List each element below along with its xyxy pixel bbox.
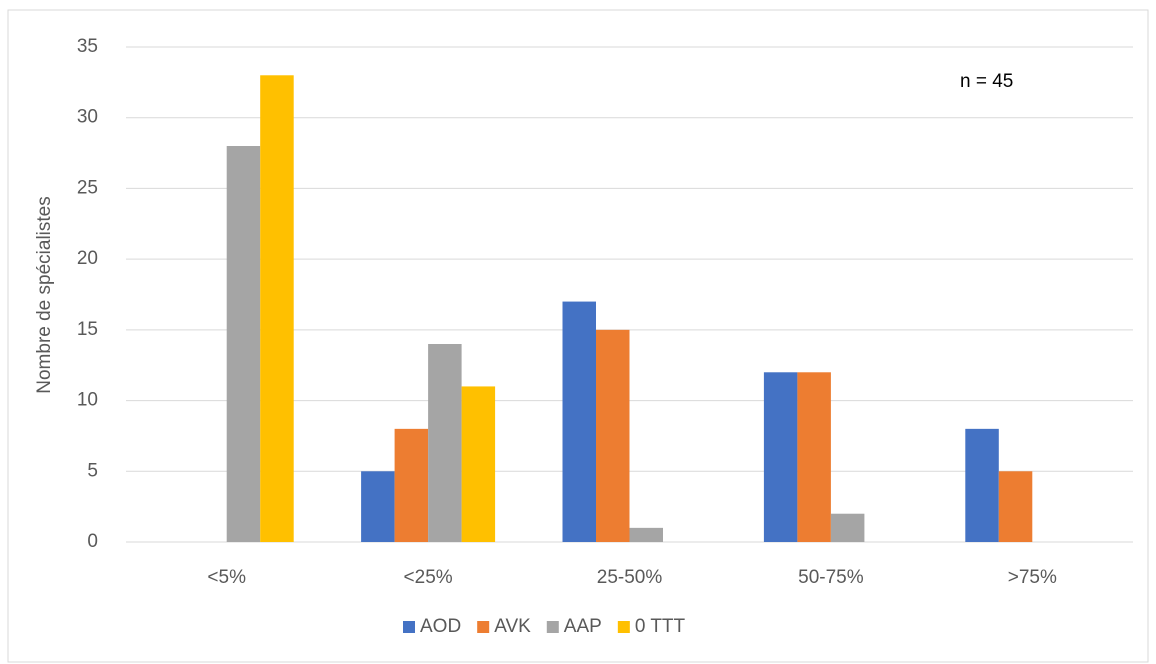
annotation: n = 45 [960,71,1013,92]
y-tick-label: 15 [77,319,98,340]
bar [260,75,294,543]
bar [763,372,798,542]
bar [428,344,462,542]
y-tick-label: 30 [77,107,98,128]
y-tick-label: 25 [77,177,98,198]
bar [629,527,663,542]
x-tick-label: <5% [207,567,246,588]
y-tick-label: 20 [77,248,98,269]
x-tick-label: 50-75% [798,567,864,588]
legend-swatch [403,621,415,633]
legend-label: AOD [420,616,461,637]
bar [562,301,596,542]
legend-label: 0 TTT [635,616,686,637]
bar [361,471,395,542]
y-axis-label: Nombre de spécialistes [34,196,55,393]
legend-swatch [617,621,630,633]
bar [596,329,630,542]
bar [461,386,496,542]
bar [394,428,429,542]
bar [797,372,831,542]
legend-swatch [546,621,559,633]
y-tick-label: 0 [87,531,98,552]
bar [965,428,999,542]
bar [998,471,1033,542]
bar [830,513,865,542]
y-tick-label: 10 [77,390,98,411]
x-tick-label: <25% [404,567,453,588]
bar [226,146,261,542]
y-tick-label: 5 [87,460,98,481]
x-tick-label: >75% [1008,567,1057,588]
legend-label: AVK [494,616,531,637]
y-tick-label: 35 [77,36,98,57]
x-tick-label: 25-50% [597,567,663,588]
legend-label: AAP [564,616,602,637]
legend-swatch [477,621,490,633]
